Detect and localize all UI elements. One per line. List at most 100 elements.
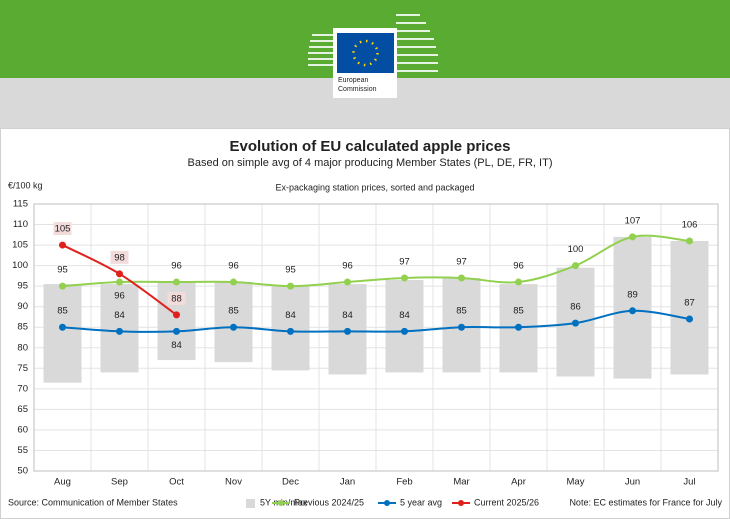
data-point	[515, 278, 522, 286]
source: Source: Communication of Member States	[8, 497, 178, 507]
data-point	[572, 319, 579, 327]
range-bar	[670, 240, 709, 375]
legend-marker	[278, 500, 284, 506]
y-tick-label: 110	[13, 219, 28, 230]
y-tick-label: 65	[17, 404, 28, 415]
data-point	[287, 327, 294, 335]
value-label: 88	[171, 293, 182, 304]
legend-label: Previous 2024/25	[294, 497, 364, 507]
range-bar	[43, 284, 82, 383]
value-label: 96	[513, 261, 524, 272]
data-point	[344, 278, 351, 286]
data-point	[173, 311, 180, 319]
value-label-box	[53, 222, 72, 236]
eu-stars	[352, 39, 379, 67]
x-tick-label: May	[567, 477, 585, 488]
value-label: 87	[684, 298, 695, 309]
data-point	[401, 274, 408, 282]
value-label: 98	[114, 252, 125, 263]
data-point	[116, 327, 123, 335]
value-label: 95	[57, 265, 68, 276]
y-tick-label: 55	[17, 445, 28, 456]
y-tick-label: 60	[17, 424, 28, 435]
data-point	[344, 327, 351, 335]
x-tick-label: Jun	[625, 477, 640, 488]
x-tick-label: Apr	[511, 477, 526, 488]
data-point	[458, 274, 465, 282]
value-label: 89	[627, 289, 638, 300]
note: Note: EC estimates for France for July	[569, 497, 722, 507]
data-point	[458, 323, 465, 331]
value-label: 85	[57, 306, 68, 317]
data-point	[173, 278, 180, 286]
data-point	[116, 270, 123, 278]
y-tick-label: 85	[17, 322, 28, 333]
x-tick-label: Aug	[54, 477, 71, 488]
value-label: 84	[342, 310, 353, 321]
y-axis-label: €/100 kg	[8, 180, 43, 190]
value-label: 97	[456, 256, 467, 267]
y-tick-label: 100	[12, 260, 28, 271]
value-label: 84	[171, 340, 182, 351]
value-label: 95	[285, 265, 296, 276]
value-label: 96	[114, 291, 125, 302]
y-tick-label: 90	[17, 301, 28, 312]
x-tick-label: Feb	[396, 477, 412, 488]
y-tick-label: 75	[17, 363, 28, 374]
data-point	[629, 233, 636, 241]
data-point	[59, 282, 66, 290]
legend-marker	[384, 500, 390, 506]
data-point	[686, 237, 693, 245]
x-tick-label: Dec	[282, 477, 299, 488]
eu-flag	[337, 33, 394, 73]
x-tick-label: Sep	[111, 477, 128, 488]
value-label: 84	[285, 310, 296, 321]
logo-text: Commission	[338, 86, 377, 93]
value-label: 85	[456, 306, 467, 317]
value-label: 97	[399, 256, 410, 267]
value-label: 96	[171, 261, 182, 272]
chart-subtitle: Based on simple avg of 4 major producing…	[188, 157, 553, 169]
data-point	[59, 241, 66, 249]
data-point	[59, 323, 66, 331]
chart-title: Evolution of EU calculated apple prices	[230, 138, 511, 155]
y-tick-label: 95	[17, 281, 28, 292]
logo-building	[308, 14, 438, 72]
data-point	[515, 323, 522, 331]
legend-swatch	[246, 499, 255, 508]
y-tick-label: 105	[12, 240, 28, 251]
data-point	[572, 262, 579, 270]
data-point	[629, 307, 636, 315]
x-tick-label: Mar	[453, 477, 469, 488]
y-tick-label: 70	[17, 383, 28, 394]
value-label: 86	[570, 302, 581, 313]
range-bar	[385, 279, 424, 373]
x-tick-label: Nov	[225, 477, 242, 488]
legend-label: 5 year avg	[400, 497, 442, 507]
value-label: 96	[342, 261, 353, 272]
value-label: 105	[55, 224, 71, 235]
value-label: 107	[625, 215, 641, 226]
x-tick-label: Oct	[169, 477, 184, 488]
x-tick-label: Jul	[683, 477, 695, 488]
data-point	[116, 278, 123, 286]
y-tick-label: 50	[17, 466, 28, 477]
legend-marker	[458, 500, 464, 506]
value-label: 100	[568, 244, 584, 255]
value-label-box	[167, 291, 186, 305]
data-point	[230, 323, 237, 331]
value-label: 85	[228, 306, 239, 317]
range-bar	[214, 282, 253, 363]
value-label-box	[110, 250, 129, 264]
annotation: Ex-packaging station prices, sorted and …	[275, 182, 474, 192]
value-label: 85	[513, 306, 524, 317]
value-label: 96	[228, 261, 239, 272]
value-label: 84	[114, 310, 125, 321]
plot-frame	[33, 203, 719, 472]
data-point	[686, 315, 693, 323]
value-label: 84	[399, 310, 410, 321]
logo-text: European	[338, 77, 368, 84]
series-line	[62, 309, 690, 333]
